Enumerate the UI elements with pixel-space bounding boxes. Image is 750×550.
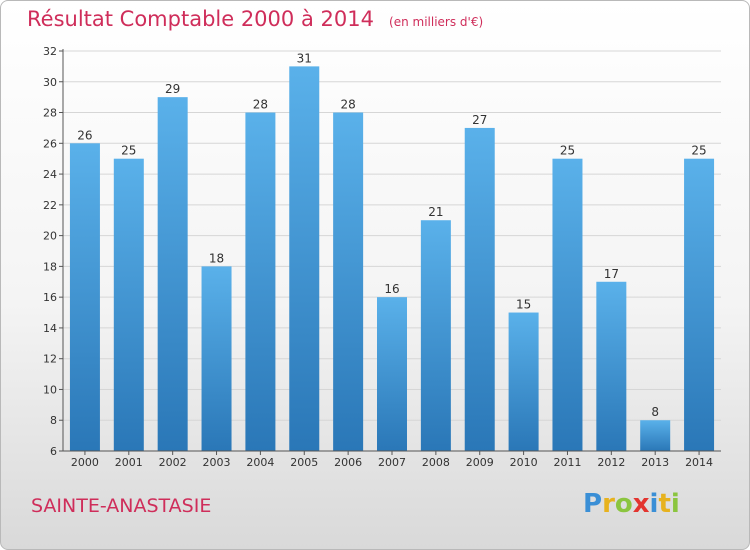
bar-2004 (245, 112, 276, 452)
y-tick-label: 18 (43, 260, 57, 273)
y-tick-label: 12 (43, 353, 57, 366)
y-tick-label: 26 (43, 137, 57, 150)
data-label-2000: 26 (77, 128, 92, 142)
y-tick-label: 24 (43, 168, 57, 181)
data-label-2004: 28 (253, 98, 268, 112)
logo-letter: t (658, 489, 671, 519)
logo-letter: i (670, 489, 680, 519)
data-label-2014: 25 (691, 144, 706, 158)
y-tick-label: 32 (43, 45, 57, 58)
x-tick-label: 2001 (115, 456, 143, 469)
bar-2000 (69, 143, 100, 452)
x-tick-label: 2003 (203, 456, 231, 469)
x-tick-label: 2010 (510, 456, 538, 469)
x-tick-label: 2002 (159, 456, 187, 469)
y-tick-label: 16 (43, 291, 57, 304)
data-label-2009: 27 (472, 113, 487, 127)
y-tick-label: 14 (43, 322, 57, 335)
logo-letter: P (583, 489, 603, 519)
bar-2011 (552, 158, 583, 451)
bar-layer: 26 25 29 18 28 31 28 16 21 27 15 25 17 8 25 (69, 51, 715, 452)
data-label-2005: 31 (297, 51, 312, 65)
bar-2008 (420, 220, 451, 451)
proxiti-logo[interactable]: Proxiti (583, 489, 680, 519)
bar-2001 (113, 158, 144, 451)
data-label-2003: 18 (209, 251, 224, 265)
logo-letter: o (614, 489, 633, 519)
y-tick-label: 22 (43, 199, 57, 212)
data-label-2008: 21 (428, 205, 443, 219)
title-main: Résultat Comptable 2000 à 2014 (27, 7, 374, 31)
bar-2005 (289, 66, 320, 451)
x-tick-label: 2007 (378, 456, 406, 469)
bar-2003 (201, 266, 232, 451)
bar-2010 (508, 312, 539, 451)
x-tick-label: 2013 (641, 456, 669, 469)
data-label-2006: 28 (340, 98, 355, 112)
y-tick-label: 6 (50, 445, 57, 458)
data-label-2007: 16 (384, 282, 399, 296)
y-tick-label: 20 (43, 230, 57, 243)
x-tick-label: 2006 (334, 456, 362, 469)
bar-2014 (684, 158, 715, 451)
x-tick-label: 2004 (246, 456, 274, 469)
bar-2009 (464, 127, 495, 451)
x-tick-label: 2000 (71, 456, 99, 469)
data-label-2011: 25 (560, 144, 575, 158)
data-label-2013: 8 (651, 405, 659, 419)
x-tick-label: 2009 (466, 456, 494, 469)
logo-letter: x (632, 489, 650, 519)
bar-2012 (596, 281, 627, 451)
data-label-2002: 29 (165, 82, 180, 96)
y-tick-label: 30 (43, 76, 57, 89)
data-label-2001: 25 (121, 144, 136, 158)
logo-letter: i (649, 489, 659, 519)
bar-2002 (157, 97, 188, 452)
data-label-2010: 15 (516, 298, 531, 312)
chart-title: Résultat Comptable 2000 à 2014 (en milli… (27, 7, 483, 31)
x-tick-label: 2008 (422, 456, 450, 469)
y-tick-label: 10 (43, 383, 57, 396)
x-tick-label: 2011 (553, 456, 581, 469)
bar-2007 (377, 297, 407, 451)
logo-letter: r (602, 489, 615, 519)
title-unit: (en milliers d'€) (389, 15, 484, 29)
x-tick-label: 2012 (597, 456, 625, 469)
x-tick-label: 2014 (685, 456, 713, 469)
y-tick-label: 28 (43, 107, 57, 120)
y-tick-label: 8 (50, 414, 57, 427)
data-label-2012: 17 (604, 267, 619, 281)
town-name: SAINTE-ANASTASIE (31, 495, 212, 517)
axis-layer: 6 8 10 12 14 16 18 20 22 24 26 28 30 32 2000 2001 2002 20… (43, 45, 721, 469)
bar-2006 (333, 112, 364, 452)
bar-2013 (640, 420, 671, 451)
x-tick-label: 2005 (290, 456, 318, 469)
